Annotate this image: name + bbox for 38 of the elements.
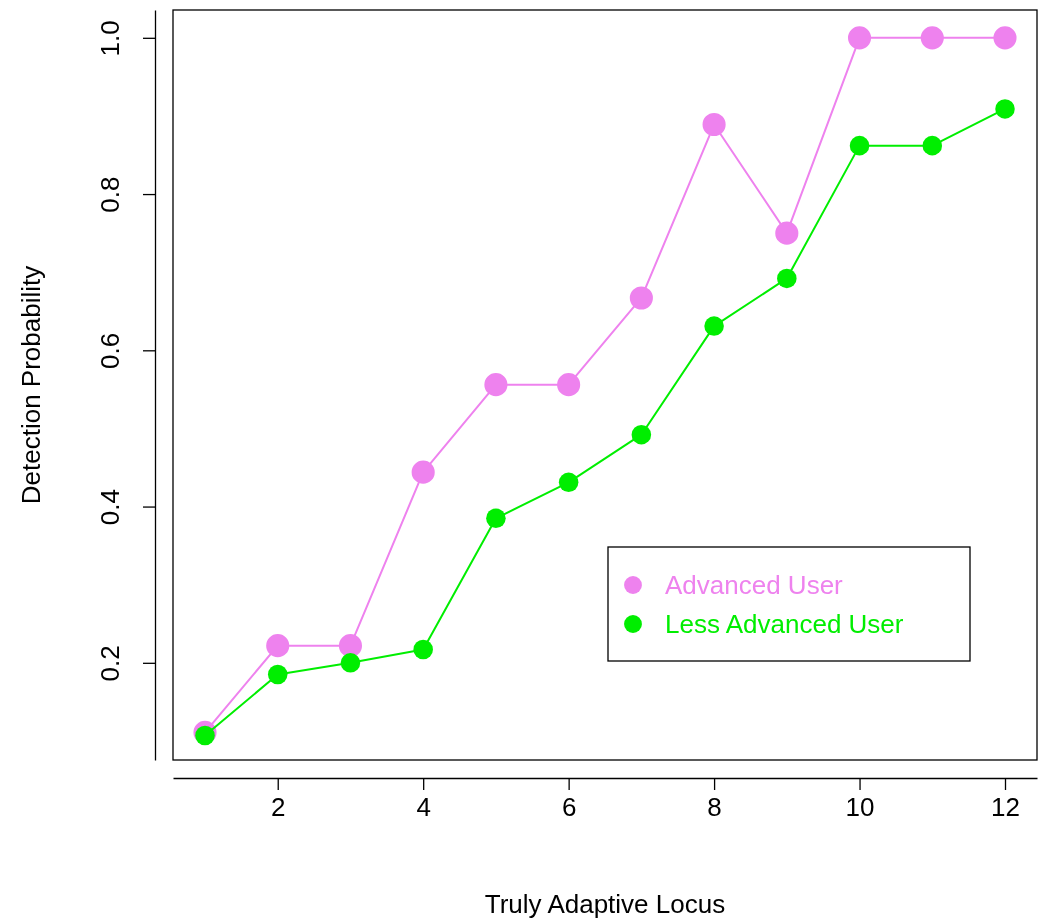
point [484,373,508,397]
x-tick-label: 12 [991,792,1020,823]
point [558,472,579,493]
point [629,286,653,310]
x-tick-label: 2 [270,792,286,823]
point [775,221,799,245]
x-tick-label: 4 [416,792,431,823]
point [704,316,724,336]
x-axis-title: Truly Adaptive Locus [484,889,726,919]
y-tick-label: 1.0 [95,20,125,57]
point [413,639,433,660]
point [849,135,870,156]
y-tick-label: 0.8 [95,176,125,213]
point [557,373,581,397]
point [993,26,1017,50]
y-tick-label: 0.6 [95,332,125,369]
point [266,634,290,658]
point [922,135,943,156]
point [995,99,1015,119]
point [340,653,361,673]
y-tick-label: 0.4 [95,488,125,526]
legend-label: Advanced User [665,570,844,600]
y-tick-label: 0.2 [95,645,125,682]
point [631,424,652,445]
point [411,460,435,484]
point [338,634,363,658]
y-axis-title: Detection Probability [16,265,46,505]
point [847,26,872,50]
legend-label: Less Advanced User [665,609,904,639]
x-tick-label: 8 [707,792,722,823]
point [195,725,215,746]
point [267,664,288,685]
x-tick-label: 10 [845,792,875,823]
point [777,268,797,289]
point [702,112,726,137]
point [920,26,944,50]
x-tick-label: 6 [561,792,577,823]
point [486,508,506,529]
